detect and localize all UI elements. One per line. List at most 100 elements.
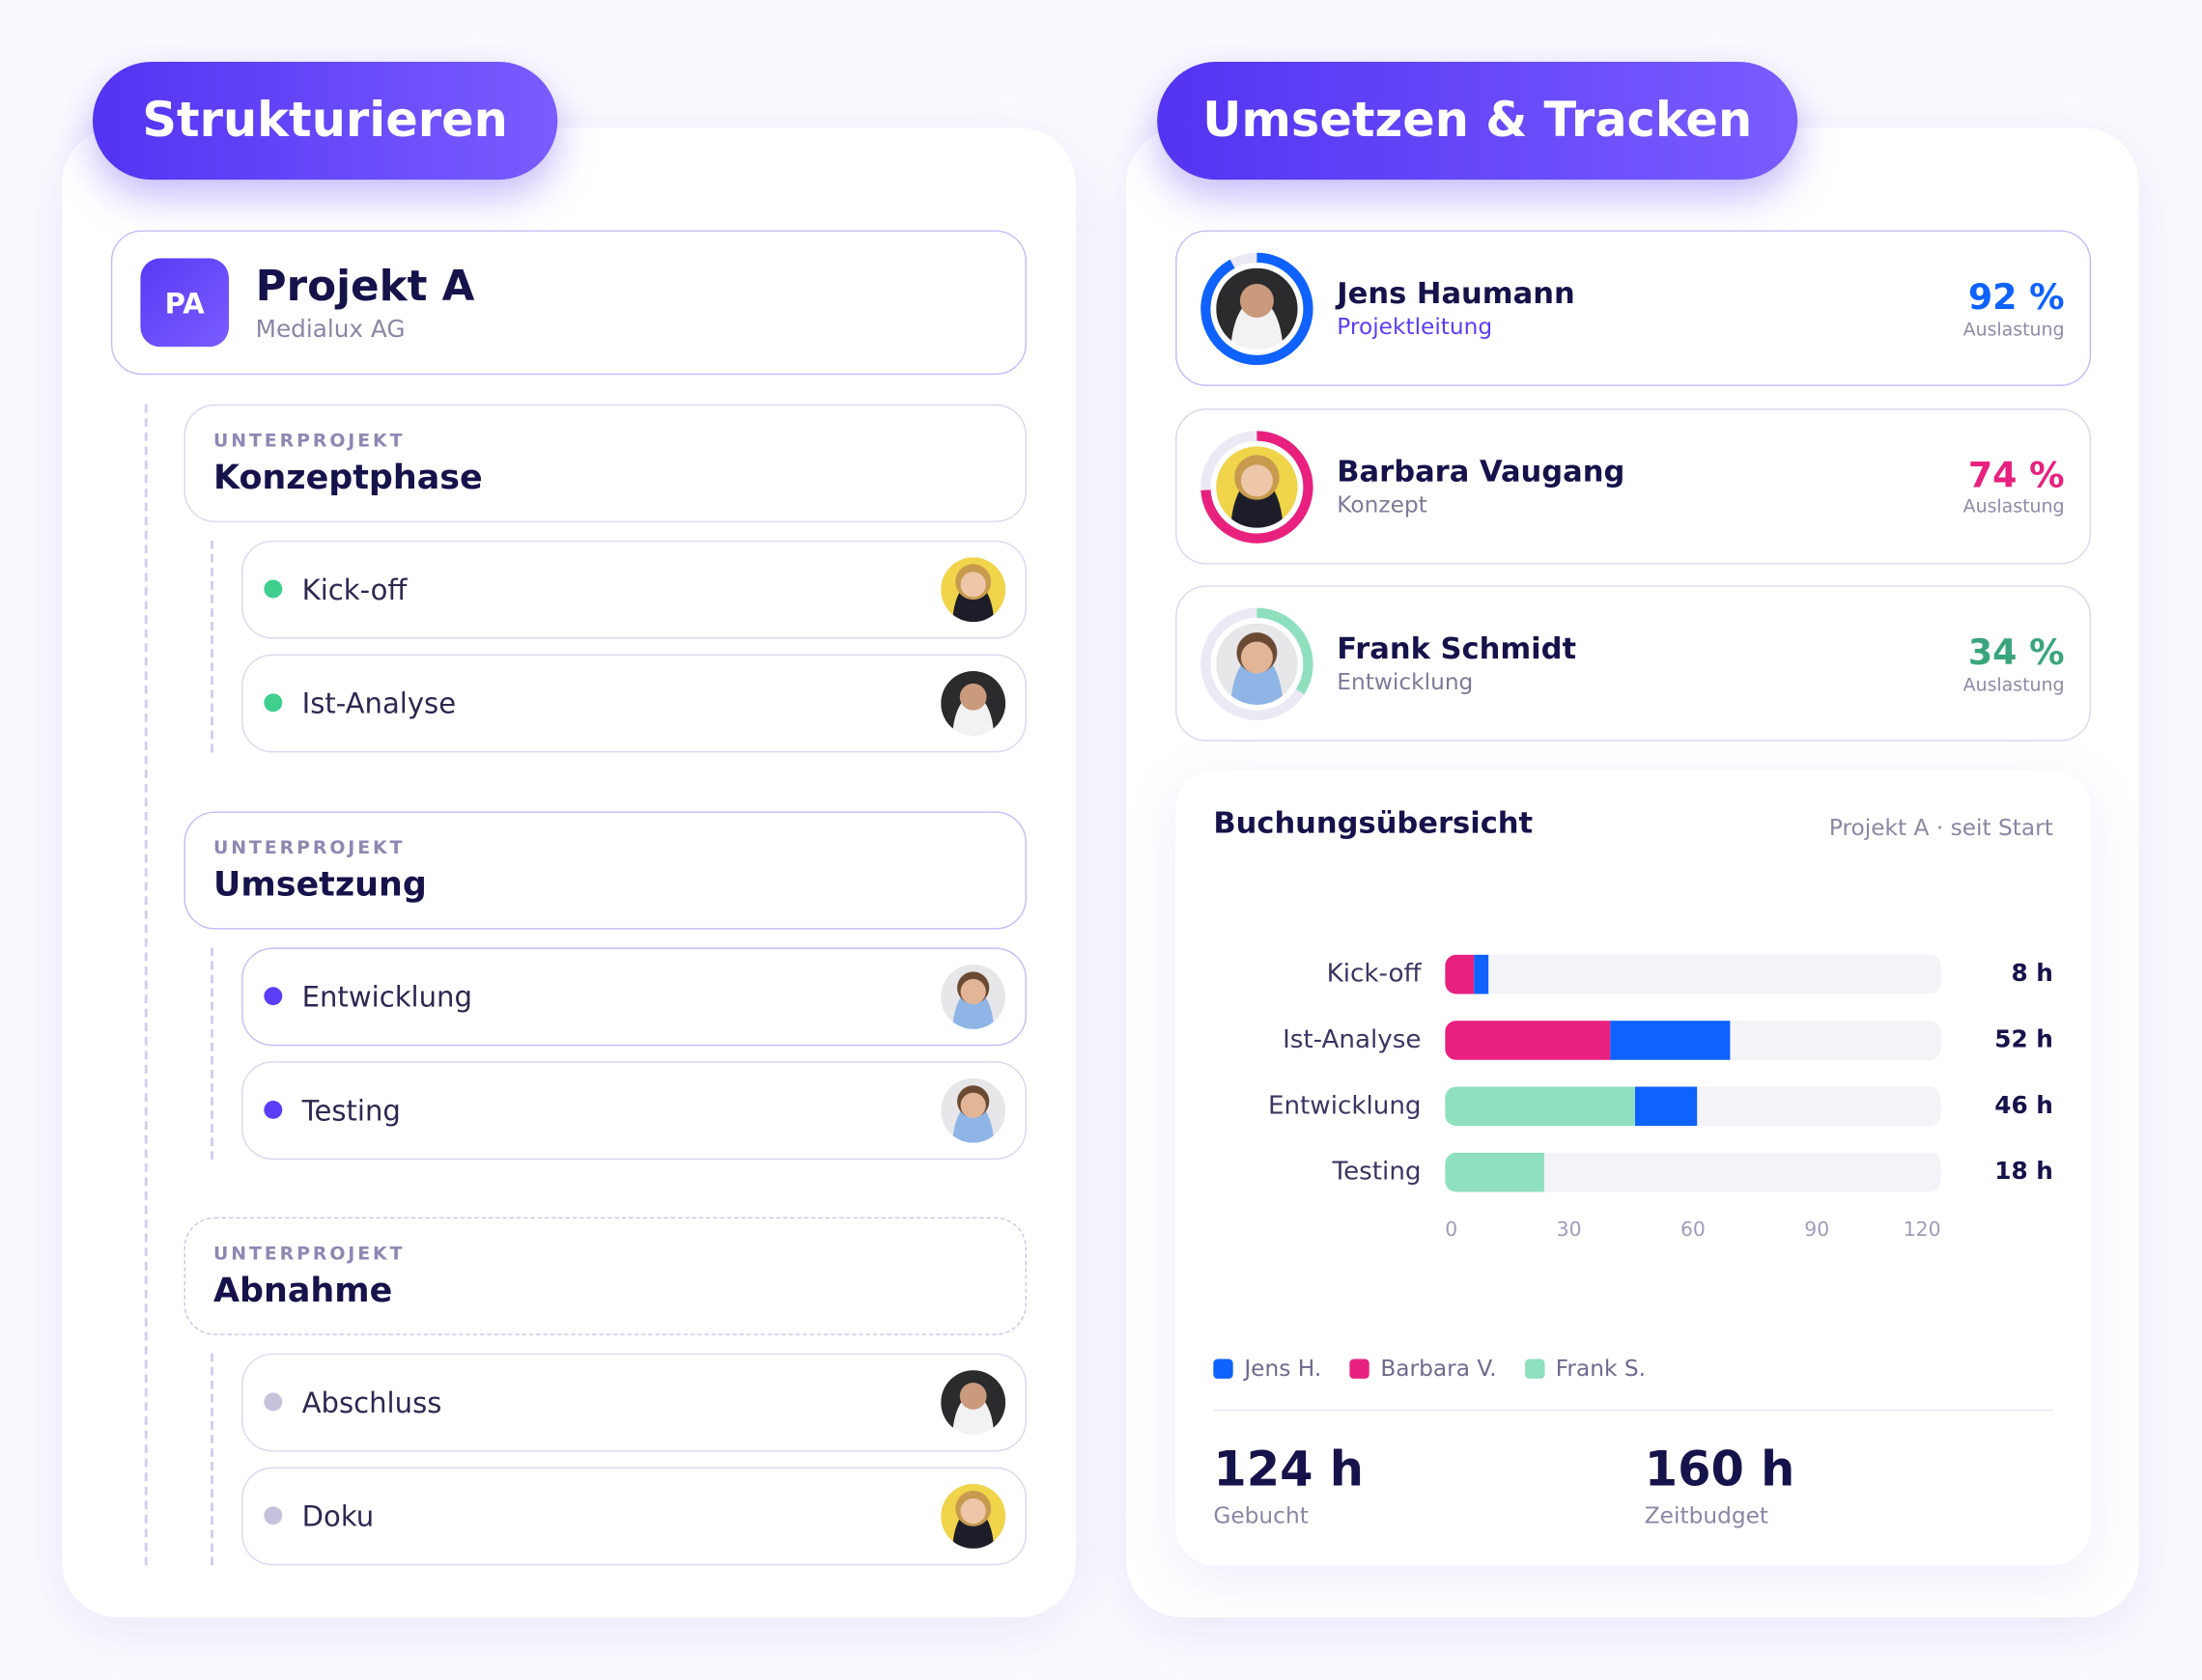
panel-title: Umsetzen & Tracken (1157, 61, 1798, 181)
task-name: Kick-off (301, 573, 408, 607)
bar-segment (1635, 1086, 1698, 1127)
avatar (941, 1483, 1006, 1549)
total-label: 46 h (1994, 1091, 2053, 1119)
total-label: 52 h (1994, 1024, 2053, 1052)
person-role: Entwicklung (1337, 668, 1474, 695)
status-dot (264, 987, 283, 1006)
summary-value: 124 h (1213, 1442, 1364, 1498)
bar-track (1445, 1152, 1941, 1192)
subproject-kicker: UNTERPROJEKT (213, 431, 406, 453)
bar-row (1445, 1152, 1544, 1192)
person-name: Barbara Vaugang (1337, 455, 1625, 490)
task-name: Abschluss (301, 1386, 442, 1420)
bar-segment (1474, 954, 1489, 994)
tree-line (211, 1353, 214, 1566)
legend-label: Frank S. (1555, 1355, 1647, 1382)
total-label: 18 h (1994, 1157, 2053, 1185)
person-name: Jens Haumann (1337, 276, 1575, 311)
status-dot (264, 1100, 283, 1119)
tree-line (144, 404, 148, 1566)
person-role: Projektleitung (1337, 313, 1493, 340)
status-dot (264, 1506, 283, 1526)
person-role: Konzept (1337, 490, 1427, 518)
category-label: Ist-Analyse (1283, 1025, 1421, 1054)
legend-item: Jens H. (1213, 1355, 1321, 1382)
legend-swatch (1524, 1358, 1545, 1379)
utilization-label: 74 % (1967, 455, 2065, 496)
bar-segment (1445, 954, 1475, 994)
legend-item: Frank S. (1524, 1355, 1647, 1382)
utilization-label: 92 % (1967, 276, 2065, 318)
utilization-caption: Auslastung (1962, 675, 2065, 697)
project-card[interactable] (110, 230, 1027, 376)
legend-swatch (1213, 1358, 1233, 1379)
chart-title: Buchungsübersicht (1213, 805, 1534, 840)
bar-segment (1445, 1086, 1636, 1127)
status-dot (264, 693, 283, 713)
category-label: Entwicklung (1268, 1091, 1422, 1120)
subproject-card[interactable] (184, 404, 1027, 522)
category-label: Kick-off (1327, 960, 1423, 989)
task-name: Testing (301, 1093, 401, 1128)
avatar (941, 671, 1006, 736)
bar-segment (1445, 1021, 1611, 1060)
summary-label: Gebucht (1213, 1501, 1309, 1529)
task-name: Doku (301, 1498, 375, 1533)
project-client: Medialux AG (255, 316, 406, 345)
legend-item: Barbara V. (1349, 1355, 1497, 1382)
bar-segment (1445, 1152, 1544, 1192)
subproject-card[interactable] (184, 811, 1027, 930)
subproject-card[interactable] (184, 1217, 1027, 1335)
task-card[interactable] (241, 1353, 1027, 1452)
x-tick-label: 0 (1445, 1218, 1457, 1241)
chart-subtitle: Projekt A · seit Start (1828, 814, 2053, 841)
avatar (941, 1370, 1006, 1436)
tree-line (211, 540, 214, 753)
bar-segment (1610, 1021, 1731, 1060)
ring-progress (1200, 607, 1313, 720)
legend-label: Barbara V. (1380, 1355, 1497, 1382)
total-label: 8 h (2011, 959, 2052, 987)
ring-progress (1200, 252, 1313, 366)
avatar (941, 1078, 1006, 1143)
bar-row (1445, 954, 1489, 994)
status-dot (264, 579, 283, 599)
summary-value: 160 h (1644, 1442, 1795, 1498)
panel-title: Strukturieren (92, 61, 558, 181)
avatar (1216, 446, 1298, 528)
x-tick-label: 90 (1804, 1218, 1829, 1241)
person-card[interactable] (1175, 230, 2092, 386)
task-card[interactable] (241, 1061, 1027, 1161)
x-tick-label: 60 (1680, 1218, 1706, 1241)
subproject-kicker: UNTERPROJEKT (213, 838, 406, 859)
ring-progress (1200, 431, 1313, 544)
avatar (1216, 267, 1298, 350)
task-name: Ist-Analyse (301, 686, 457, 720)
person-card[interactable] (1175, 585, 2092, 742)
task-card[interactable] (241, 540, 1027, 639)
person-card[interactable] (1175, 408, 2092, 565)
avatar (1216, 623, 1298, 705)
category-label: Testing (1332, 1158, 1422, 1187)
tree-line (211, 947, 214, 1161)
project-name: Projekt A (255, 262, 475, 312)
utilization-caption: Auslastung (1962, 320, 2065, 342)
task-card[interactable] (241, 1467, 1027, 1566)
task-card[interactable] (241, 654, 1027, 753)
subproject-kicker: UNTERPROJEKT (213, 1244, 406, 1266)
legend: Jens H. Barbara V. Frank S. (1213, 1355, 1646, 1382)
divider (1213, 1409, 2053, 1412)
bar-row (1445, 1086, 1698, 1127)
x-tick-label: 30 (1557, 1218, 1582, 1241)
bar-row (1445, 1021, 1731, 1060)
subproject-name: Umsetzung (213, 864, 427, 905)
legend-swatch (1349, 1358, 1369, 1379)
avatar (941, 964, 1006, 1029)
utilization-caption: Auslastung (1962, 496, 2065, 518)
task-card[interactable] (241, 947, 1027, 1047)
summary-label: Zeitbudget (1644, 1501, 1769, 1529)
avatar (941, 557, 1006, 623)
